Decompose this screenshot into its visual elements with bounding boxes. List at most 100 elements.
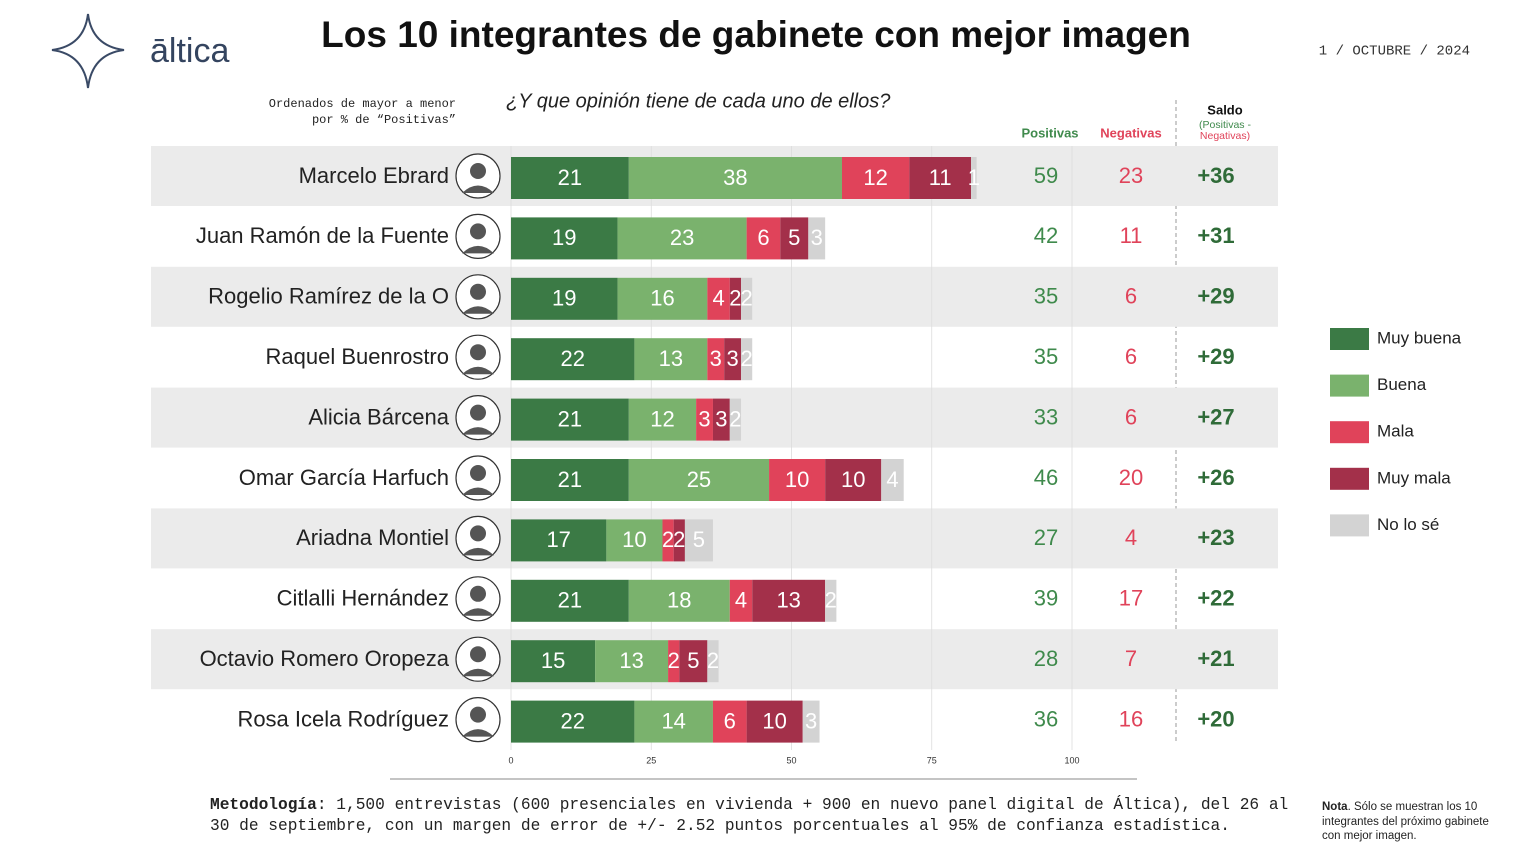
column-value: 6	[1125, 284, 1137, 309]
x-tick-label: 75	[927, 755, 937, 765]
column-value: 42	[1034, 223, 1058, 248]
bar-segment	[628, 459, 770, 501]
legend-label: Mala	[1377, 422, 1414, 441]
avatar-head	[470, 283, 486, 300]
bar-value-label: 14	[661, 708, 685, 733]
column-value: +27	[1197, 404, 1234, 429]
bar-value-label: 38	[723, 165, 747, 190]
bar-segment	[511, 579, 629, 622]
bar-segment	[841, 157, 910, 199]
sort-note: por % de “Positivas”	[312, 113, 456, 127]
bar-value-label: 3	[710, 346, 722, 371]
bar-value-label: 22	[560, 346, 584, 371]
column-note: Negativas)	[1200, 130, 1250, 142]
bar-value-label: 10	[762, 708, 786, 733]
bar-value-label: 5	[788, 225, 800, 250]
bar-value-label: 10	[622, 527, 646, 552]
legend-swatch	[1330, 374, 1369, 397]
legend-label: Muy buena	[1377, 328, 1462, 347]
column-value: +23	[1197, 525, 1234, 550]
column-value: 17	[1119, 586, 1143, 611]
bar-value-label: 4	[886, 467, 898, 492]
bar-segment	[511, 217, 618, 260]
bar-value-label: 21	[558, 165, 582, 190]
column-note: (Positivas -	[1199, 119, 1251, 131]
bar-segment	[684, 519, 713, 562]
bar-value-label: 2	[673, 527, 685, 552]
bar-segment	[628, 157, 842, 199]
bar-segment	[752, 579, 826, 622]
bar-segment	[707, 640, 719, 683]
bar-value-label: 13	[659, 346, 683, 371]
bar-value-label: 5	[693, 527, 705, 552]
bar-segment	[707, 338, 725, 381]
bar-value-label: 4	[712, 286, 724, 311]
category-label: Juan Ramón de la Fuente	[196, 223, 449, 248]
column-header: Saldo	[1207, 102, 1242, 117]
bar-value-label: 2	[740, 346, 752, 371]
category-label: Marcelo Ebrard	[299, 163, 449, 188]
bar-value-label: 1	[968, 165, 980, 190]
bar-value-label: 6	[757, 225, 769, 250]
x-tick-label: 25	[646, 755, 656, 765]
column-header: Positivas	[1021, 125, 1078, 140]
brand: āltica	[150, 32, 229, 70]
note-label: Nota	[1322, 801, 1348, 813]
column-value: +29	[1197, 284, 1234, 309]
column-value: 16	[1119, 706, 1143, 731]
avatar-head	[470, 465, 486, 481]
bar-value-label: 2	[740, 286, 752, 311]
bar-value-label: 13	[776, 588, 800, 613]
category-label: Raquel Buenrostro	[266, 344, 449, 369]
bar-segment	[707, 277, 730, 320]
avatar-head	[470, 344, 486, 361]
bar-segment	[679, 640, 708, 683]
category-label: Citlalli Hernández	[277, 586, 449, 611]
bar-segment	[617, 277, 708, 320]
category-label: Omar García Harfuch	[239, 465, 449, 490]
category-label: Octavio Romero Oropeza	[200, 646, 450, 671]
bar-value-label: 4	[735, 588, 747, 613]
avatar-body	[462, 427, 494, 435]
column-value: +31	[1197, 223, 1234, 248]
legend-label: Buena	[1377, 375, 1427, 394]
bar-value-label: 21	[558, 588, 582, 613]
bar-segment	[511, 277, 618, 320]
methodology-label: Metodología	[210, 796, 317, 814]
note: Nota. Sólo se muestran los 10 integrante…	[1322, 800, 1502, 844]
column-value: 6	[1125, 344, 1137, 369]
bar-segment	[741, 338, 753, 381]
bar-segment	[724, 338, 742, 381]
avatar-body	[462, 729, 494, 737]
bar-value-label: 12	[650, 406, 674, 431]
bar-value-label: 2	[825, 588, 837, 613]
bar-value-label: 2	[662, 527, 674, 552]
bar-value-label: 25	[687, 467, 711, 492]
column-value: 6	[1125, 404, 1137, 429]
bar-segment	[668, 640, 680, 683]
chart-title: Los 10 integrantes de gabinete con mejor…	[321, 14, 1191, 55]
bar-segment	[696, 398, 713, 441]
bar-segment	[780, 217, 809, 260]
bar-segment	[511, 398, 629, 441]
legend-swatch	[1330, 328, 1369, 350]
bar-value-label: 6	[724, 708, 736, 733]
column-value: 35	[1034, 284, 1058, 309]
bar-segment	[971, 157, 977, 199]
note-text: . Sólo se muestran los 10 integrantes de…	[1322, 801, 1489, 842]
column-value: 20	[1119, 465, 1143, 490]
column-header: Negativas	[1100, 125, 1161, 140]
bar-value-label: 2	[729, 286, 741, 311]
column-value: 35	[1034, 344, 1058, 369]
column-value: +20	[1197, 706, 1234, 731]
avatar-head	[470, 585, 486, 602]
bar-value-label: 21	[558, 406, 582, 431]
sort-note: Ordenados de mayor a menor	[269, 97, 456, 111]
x-tick-label: 50	[786, 755, 796, 765]
legend-label: Muy mala	[1377, 468, 1451, 487]
bar-value-label: 2	[707, 648, 719, 673]
bar-value-label: 3	[805, 708, 817, 733]
bar-segment	[662, 519, 674, 562]
avatar-head	[470, 223, 486, 240]
bar-value-label: 3	[811, 225, 823, 250]
